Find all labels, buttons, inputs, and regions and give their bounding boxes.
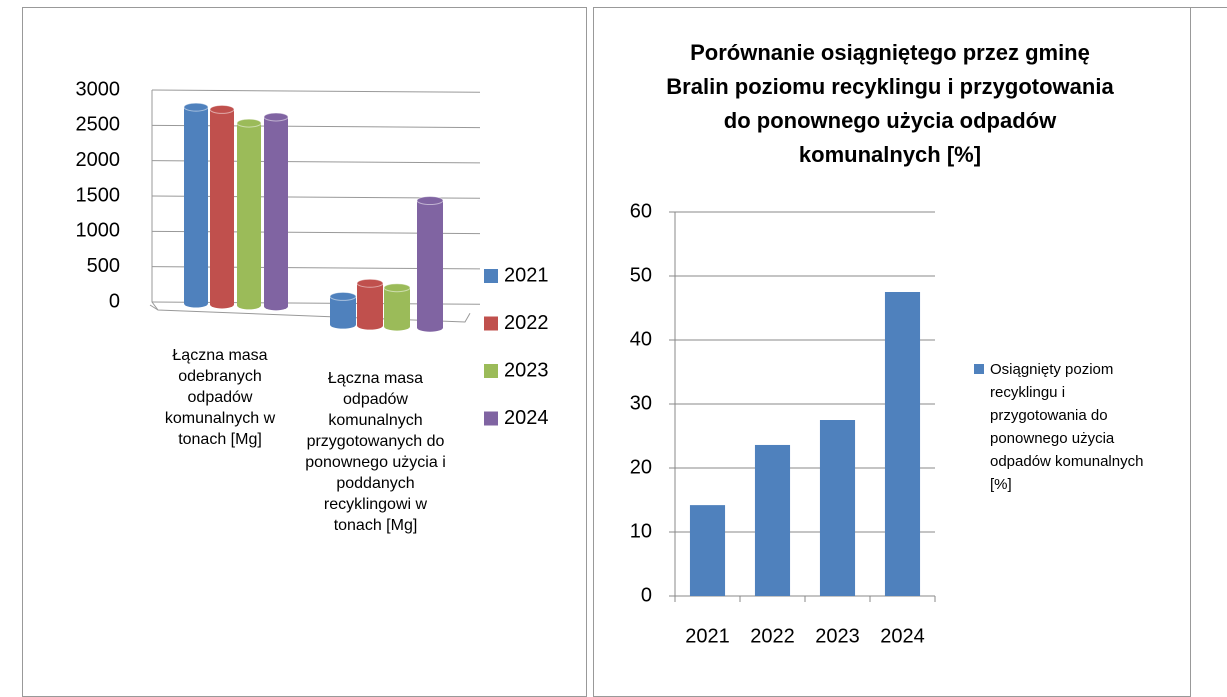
legend-label: 2023 [504, 359, 549, 381]
y-tick-label: 1000 [76, 220, 121, 242]
cylinder-top [236, 118, 262, 128]
bar [884, 292, 921, 596]
cylinder [383, 283, 411, 331]
cylinder [329, 291, 357, 329]
cylinder-body [264, 116, 288, 311]
cylinder-top [356, 278, 384, 288]
x-tick-label: 2022 [750, 625, 795, 647]
bar [819, 420, 856, 596]
y-tick-label: 1500 [76, 184, 121, 206]
legend-swatch [484, 411, 498, 426]
cylinder-body [384, 287, 410, 331]
y-tick-label: 3000 [76, 78, 121, 100]
cylinder [356, 278, 384, 330]
cylinder [236, 118, 262, 310]
legend-label: Osiągnięty poziom recyklingu i przygotow… [990, 361, 1144, 493]
x-category-label: Łączna masa odebranych odpadów komunalny… [164, 347, 276, 448]
cylinder-body [357, 283, 383, 330]
y-tick-label: 2500 [76, 114, 121, 136]
top-rule [1190, 7, 1227, 8]
y-tick-label: 2000 [76, 149, 121, 171]
cylinder-body [330, 296, 356, 329]
legend-swatch [484, 316, 498, 331]
cylinder [183, 102, 209, 308]
charts: 0500100015002000250030002021202220232024… [76, 78, 984, 647]
legend-label: 2022 [504, 312, 549, 334]
floor-edge [149, 304, 159, 311]
cylinder-body [237, 123, 261, 310]
legend-label: 2021 [504, 264, 549, 286]
cylinder-top [383, 283, 411, 293]
y-tick-label: 0 [109, 290, 120, 312]
chart-title: Porównanie osiągniętego przez gminę Bral… [666, 40, 1114, 167]
y-tick-label: 40 [630, 328, 652, 350]
cylinder-top [209, 104, 235, 114]
legend-swatch [974, 364, 984, 374]
cylinder-top [183, 102, 209, 112]
y-tick-label: 0 [641, 584, 652, 606]
x-tick-label: 2023 [815, 625, 860, 647]
cylinder-body [210, 109, 234, 309]
x-tick-label: 2021 [685, 625, 730, 647]
page: {"chart_data": [ {"type": "bar3d", "cate… [22, 7, 1227, 697]
cylinder-body [417, 200, 443, 332]
cylinder-top [329, 291, 357, 301]
grid-line [151, 89, 481, 93]
legend-label: 2024 [504, 407, 549, 429]
cylinder-top [416, 196, 444, 206]
y-tick-label: 500 [87, 255, 120, 277]
cylinder-body [184, 107, 208, 308]
y-tick-label: 10 [630, 520, 652, 542]
cylinder [263, 112, 289, 311]
legend-swatch [484, 364, 498, 378]
y-tick-label: 30 [630, 392, 652, 414]
y-tick-label: 20 [630, 456, 652, 478]
cylinder [209, 104, 235, 309]
x-tick-label: 2024 [880, 625, 925, 647]
bar [689, 505, 726, 596]
cylinder [416, 196, 444, 332]
legend-swatch [484, 269, 498, 283]
x-category-label: Łączna masa odpadów komunalnych przygoto… [305, 370, 446, 534]
y-tick-label: 50 [630, 264, 652, 286]
bar [754, 444, 791, 596]
y-tick-label: 60 [630, 200, 652, 222]
cylinder-top [263, 112, 289, 122]
